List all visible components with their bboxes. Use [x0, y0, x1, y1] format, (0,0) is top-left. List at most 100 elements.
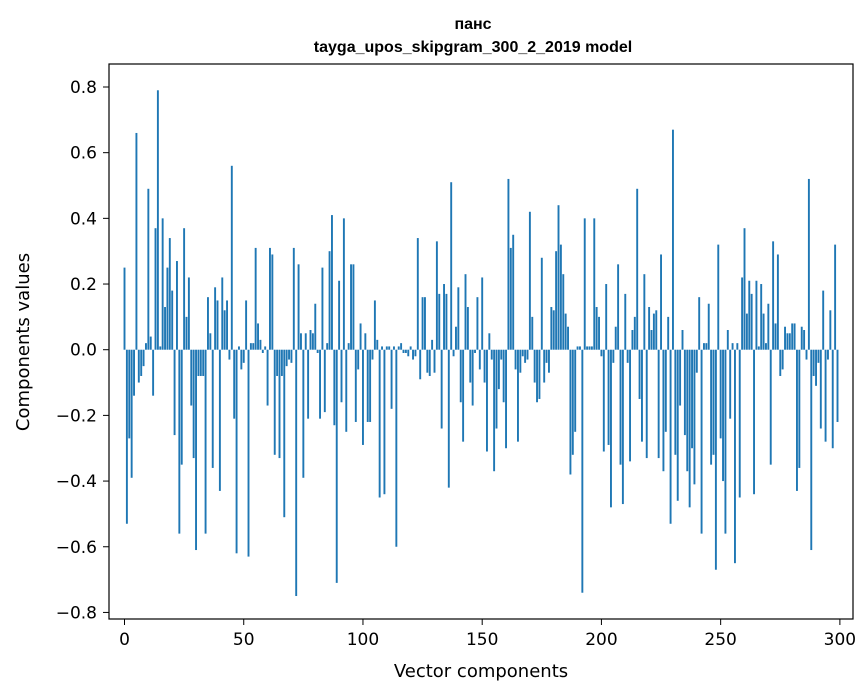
bar-component-270	[767, 303, 770, 350]
bar-component-35	[207, 297, 209, 350]
bar-component-72	[295, 349, 298, 597]
bar-component-171	[531, 316, 534, 350]
bar-component-123	[416, 238, 419, 350]
bar-component-4	[133, 349, 135, 396]
bar-component-128	[428, 349, 431, 376]
bar-component-94	[347, 343, 350, 350]
bar-component-13	[154, 228, 157, 350]
bar-component-104	[371, 349, 374, 360]
bar-component-187	[569, 349, 572, 475]
bar-component-42	[223, 310, 226, 350]
bar-component-282	[796, 349, 798, 491]
bar-component-145	[469, 349, 472, 383]
bar-component-8	[142, 349, 145, 367]
bar-component-63	[273, 349, 276, 455]
bar-component-276	[781, 349, 784, 370]
bar-component-243	[703, 343, 705, 350]
bar-component-202	[605, 284, 608, 350]
bar-component-75	[302, 349, 305, 478]
bar-component-285	[803, 330, 806, 350]
bar-component-258	[738, 349, 741, 498]
bar-component-166	[519, 349, 522, 373]
bar-component-10	[147, 188, 150, 350]
bar-component-283	[798, 349, 801, 468]
bar-component-29	[192, 349, 195, 459]
bar-component-34	[204, 349, 207, 534]
bar-component-281	[793, 323, 796, 350]
bar-component-176	[543, 349, 546, 383]
bar-component-47	[235, 349, 238, 554]
bar-component-136	[447, 349, 450, 488]
bar-component-43	[226, 300, 228, 350]
bar-component-129	[431, 339, 434, 350]
bar-component-241	[698, 297, 701, 350]
bar-component-118	[404, 349, 407, 353]
bar-component-117	[402, 349, 405, 353]
bar-component-38	[214, 287, 217, 350]
bar-component-90	[338, 280, 341, 350]
bar-component-174	[538, 349, 541, 399]
bar-component-287	[807, 178, 810, 350]
bar-component-110	[385, 346, 388, 350]
bar-component-9	[145, 343, 147, 350]
bar-component-233	[679, 349, 682, 406]
bar-component-212	[629, 349, 631, 462]
bar-component-17	[164, 307, 166, 350]
bar-component-60	[266, 349, 269, 406]
bar-component-48	[238, 346, 240, 350]
bar-component-253	[726, 330, 729, 350]
bar-component-49	[240, 349, 243, 370]
bar-component-95	[350, 264, 352, 350]
bar-component-275	[779, 349, 782, 376]
bar-component-88	[333, 349, 336, 426]
bar-component-30	[195, 349, 197, 551]
bar-component-269	[765, 343, 767, 350]
bar-component-261	[745, 313, 748, 350]
bar-component-52	[247, 349, 250, 557]
bar-component-140	[457, 287, 460, 350]
bar-component-64	[276, 349, 279, 376]
bar-component-207	[617, 264, 620, 350]
y-axis-label: Components values	[13, 253, 34, 431]
bar-component-61	[269, 247, 271, 350]
bar-component-188	[571, 349, 574, 455]
bar-component-147	[474, 349, 476, 353]
bar-component-164	[514, 349, 517, 370]
bar-component-181	[555, 251, 558, 350]
bar-component-232	[676, 349, 679, 501]
bar-component-86	[328, 251, 331, 350]
bar-component-218	[643, 274, 646, 350]
bar-component-144	[466, 307, 469, 350]
bar-component-69	[288, 349, 290, 360]
bar-component-11	[149, 336, 152, 350]
bar-component-256	[734, 349, 736, 564]
bar-component-194	[586, 346, 589, 350]
bar-component-65	[278, 349, 281, 459]
bar-component-122	[414, 349, 417, 357]
bar-component-0	[123, 267, 126, 350]
x-tick-label: 50	[233, 630, 255, 650]
bar-component-182	[557, 205, 560, 350]
bar-component-296	[829, 310, 832, 350]
bar-component-99	[359, 323, 362, 350]
bar-component-97	[354, 349, 357, 422]
bar-component-23	[178, 349, 181, 534]
bar-component-196	[590, 346, 593, 350]
bar-component-254	[729, 349, 732, 419]
bar-component-6	[137, 349, 140, 383]
bar-component-150	[481, 277, 484, 350]
bar-component-199	[598, 316, 600, 350]
bar-component-247	[712, 349, 715, 455]
bar-component-267	[760, 284, 763, 350]
bar-component-263	[750, 293, 753, 350]
bar-component-184	[562, 274, 565, 350]
bar-component-152	[486, 349, 488, 452]
bar-component-58	[261, 349, 264, 353]
bar-component-299	[836, 349, 839, 422]
bar-component-209	[621, 349, 624, 505]
bar-component-200	[600, 349, 603, 357]
bar-component-273	[774, 323, 777, 350]
bar-component-244	[705, 343, 708, 350]
bar-component-230	[672, 129, 674, 350]
